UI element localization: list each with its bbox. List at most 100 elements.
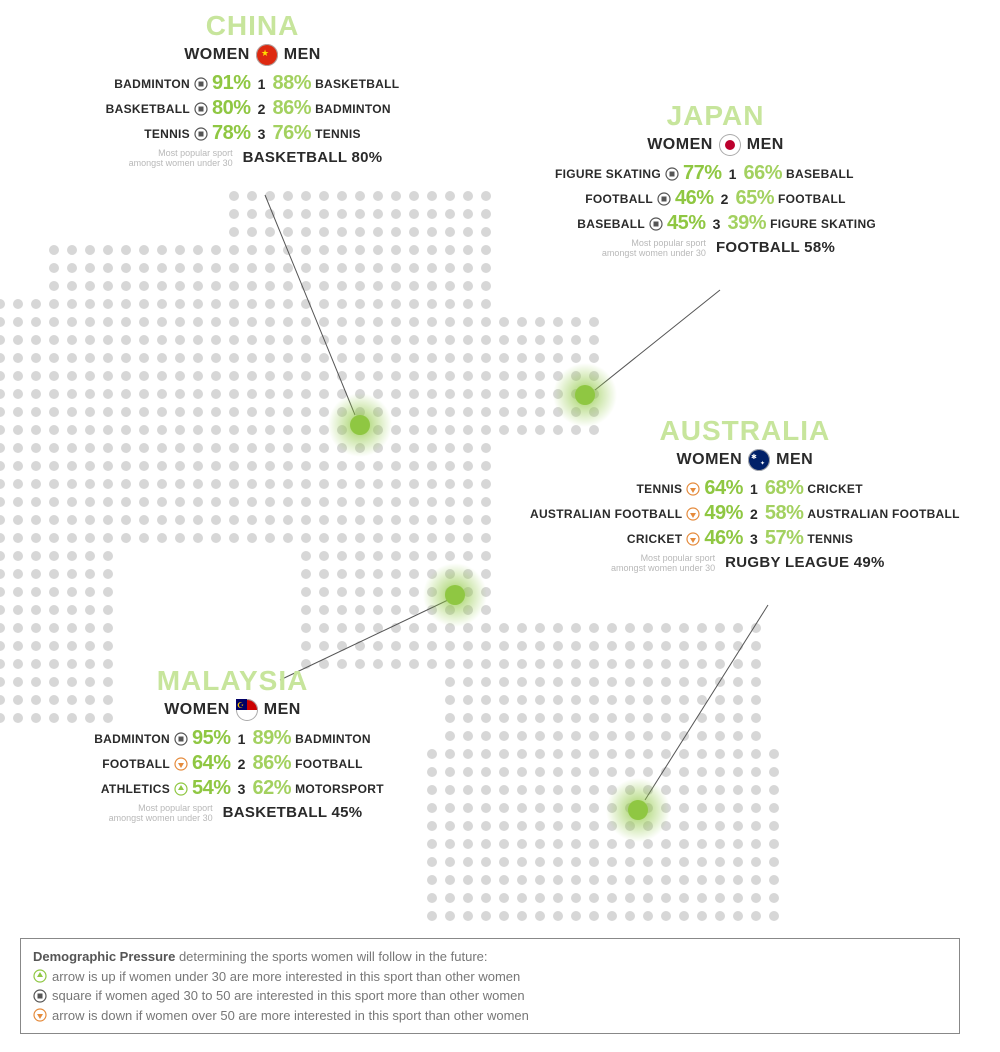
men-pct: 76% — [273, 122, 312, 145]
svg-text:✱: ✱ — [751, 453, 757, 461]
rank: 1 — [235, 731, 249, 747]
women-sport: FIGURE SKATING — [555, 167, 661, 181]
country-title: MALAYSIA — [80, 665, 385, 697]
women-pct: 64% — [192, 752, 231, 775]
women-pct: 46% — [675, 187, 714, 210]
women-sport: TENNIS — [592, 482, 682, 496]
women-sport: BASEBALL — [555, 217, 645, 231]
men-header: MEN — [284, 46, 321, 64]
data-row: FOOTBALL 46% 2 65% FOOTBALL — [555, 187, 876, 210]
men-sport: FOOTBALL — [778, 192, 868, 206]
trend-square-icon — [665, 167, 679, 181]
country-australia: AUSTRALIA WOMEN ✱✦ MEN TENNIS 64% 1 68% … — [530, 415, 960, 574]
marker-australia — [598, 770, 678, 850]
women-header: WOMEN — [164, 701, 230, 719]
women-pct: 54% — [192, 777, 231, 800]
men-sport: FOOTBALL — [295, 757, 385, 771]
country-title: AUSTRALIA — [530, 415, 960, 447]
data-row: CRICKET 46% 3 57% TENNIS — [530, 527, 960, 550]
women-sport: FOOTBALL — [80, 757, 170, 771]
arrow-down-icon — [33, 1008, 47, 1022]
rank: 3 — [255, 126, 269, 142]
svg-text:★: ★ — [261, 48, 269, 58]
women-pct: 45% — [667, 212, 706, 235]
women-sport: BASKETBALL — [100, 102, 190, 116]
country-malaysia: MALAYSIA WOMEN ☪ MEN BADMINTON 95% 1 89%… — [80, 665, 385, 824]
country-china: CHINA WOMEN ★ MEN BADMINTON 91% 1 88% BA… — [100, 10, 405, 169]
legend-up-row: arrow is up if women under 30 are more i… — [33, 967, 947, 987]
footnote-row: Most popular sport amongst women under 3… — [555, 239, 876, 259]
data-row: TENNIS 64% 1 68% CRICKET — [530, 477, 960, 500]
men-pct: 65% — [736, 187, 775, 210]
data-row: BASKETBALL 80% 2 86% BADMINTON — [100, 97, 405, 120]
women-pct: 80% — [212, 97, 251, 120]
women-pct: 77% — [683, 162, 722, 185]
women-header: WOMEN — [647, 136, 713, 154]
women-pct: 64% — [704, 477, 743, 500]
men-sport: MOTORSPORT — [295, 782, 385, 796]
footnote-value: BASKETBALL 45% — [223, 804, 363, 821]
trend-square-icon — [194, 77, 208, 91]
women-pct: 49% — [704, 502, 743, 525]
data-row: BASEBALL 45% 3 39% FIGURE SKATING — [555, 212, 876, 235]
arrow-up-icon — [33, 969, 47, 983]
rank: 2 — [747, 506, 761, 522]
data-row: FOOTBALL 64% 2 86% FOOTBALL — [80, 752, 385, 775]
rank: 3 — [747, 531, 761, 547]
header-row: WOMEN ★ MEN — [100, 44, 405, 66]
women-header: WOMEN — [677, 451, 743, 469]
women-pct: 95% — [192, 727, 231, 750]
data-row: BADMINTON 91% 1 88% BASKETBALL — [100, 72, 405, 95]
rank: 3 — [710, 216, 724, 232]
men-pct: 89% — [253, 727, 292, 750]
men-pct: 62% — [253, 777, 292, 800]
women-pct: 46% — [704, 527, 743, 550]
trend-square-icon — [194, 127, 208, 141]
rank: 1 — [255, 76, 269, 92]
men-pct: 86% — [273, 97, 312, 120]
rank: 1 — [726, 166, 740, 182]
men-header: MEN — [776, 451, 813, 469]
men-pct: 66% — [744, 162, 783, 185]
data-row: BADMINTON 95% 1 89% BADMINTON — [80, 727, 385, 750]
square-icon — [33, 989, 47, 1003]
women-sport: FOOTBALL — [563, 192, 653, 206]
footnote-label: Most popular sport amongst women under 3… — [605, 554, 715, 574]
trend-down-icon — [174, 757, 188, 771]
footnote-row: Most popular sport amongst women under 3… — [530, 554, 960, 574]
footnote-value: BASKETBALL 80% — [243, 149, 383, 166]
men-sport: TENNIS — [315, 127, 405, 141]
trend-down-icon — [686, 532, 700, 546]
rank: 2 — [255, 101, 269, 117]
trend-down-icon — [686, 507, 700, 521]
country-japan: JAPAN WOMEN MEN FIGURE SKATING 77% 1 66%… — [555, 100, 876, 259]
men-pct: 39% — [728, 212, 767, 235]
men-sport: BADMINTON — [295, 732, 385, 746]
marker-malaysia — [415, 555, 495, 635]
data-row: ATHLETICS 54% 3 62% MOTORSPORT — [80, 777, 385, 800]
legend-square-row: square if women aged 30 to 50 are intere… — [33, 986, 947, 1006]
legend-up-text: arrow is up if women under 30 are more i… — [52, 967, 520, 987]
footnote-row: Most popular sport amongst women under 3… — [80, 804, 385, 824]
legend-down-text: arrow is down if women over 50 are more … — [52, 1006, 529, 1026]
data-row: FIGURE SKATING 77% 1 66% BASEBALL — [555, 162, 876, 185]
country-title: JAPAN — [555, 100, 876, 132]
header-row: WOMEN ✱✦ MEN — [530, 449, 960, 471]
footnote-value: FOOTBALL 58% — [716, 239, 835, 256]
footnote-row: Most popular sport amongst women under 3… — [100, 149, 405, 169]
rank: 2 — [235, 756, 249, 772]
men-pct: 88% — [273, 72, 312, 95]
data-row: TENNIS 78% 3 76% TENNIS — [100, 122, 405, 145]
trend-down-icon — [686, 482, 700, 496]
men-sport: BASKETBALL — [315, 77, 405, 91]
men-pct: 57% — [765, 527, 804, 550]
legend-title-row: Demographic Pressure determining the spo… — [33, 947, 947, 967]
men-header: MEN — [747, 136, 784, 154]
men-sport: AUSTRALIAN FOOTBALL — [807, 507, 959, 521]
trend-up-icon — [174, 782, 188, 796]
header-row: WOMEN MEN — [555, 134, 876, 156]
footnote-label: Most popular sport amongst women under 3… — [123, 149, 233, 169]
women-sport: CRICKET — [592, 532, 682, 546]
rank: 3 — [235, 781, 249, 797]
men-sport: FIGURE SKATING — [770, 217, 876, 231]
